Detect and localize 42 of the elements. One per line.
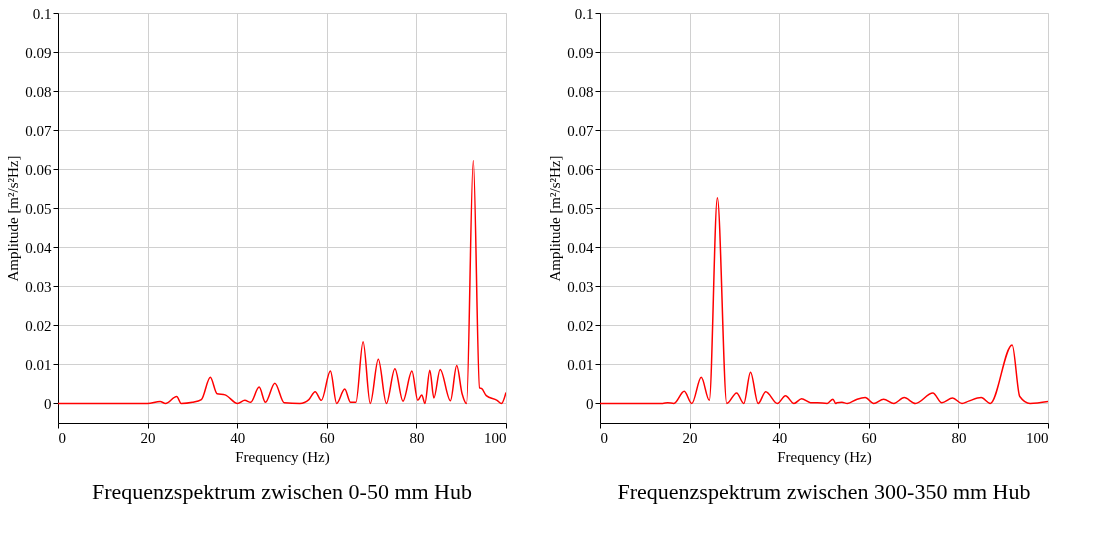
x-tick-label: 20 [140,429,156,446]
y-tick-label: 0.04 [25,239,52,256]
line-series [58,159,506,405]
y-tick-label: 0.07 [567,122,594,139]
x-tick-label: 20 [682,429,698,446]
y-tick-label: 0.08 [25,83,52,100]
y-axis-title: Amplitude [m²/s²Hz] [547,155,564,282]
text: Frequenzspektrum zwischen 300-350 mm Hub [617,479,1031,504]
x-tick-label: 0 [600,429,608,446]
y-tick-label: 0.06 [25,161,52,178]
x-tick-label: 60 [861,429,877,446]
x-tick-label: 40 [230,429,246,446]
x-tick-label: 0 [58,429,66,446]
y-tick-label: 0.05 [25,200,52,217]
x-tick-label: 60 [319,429,335,446]
y-tick-label: 0.02 [25,317,52,334]
x-tick-label: 80 [951,429,967,446]
y-tick-label: 0.02 [567,317,594,334]
text: Frequenzspektrum zwischen 0-50 mm Hub [91,479,473,504]
y-tick-label: 0.03 [25,278,52,295]
x-tick-label: 100 [1026,429,1049,446]
y-tick-label: 0.05 [567,200,594,217]
x-tick-label: 80 [409,429,425,446]
x-axis-title: Frequency (Hz) [777,448,872,466]
y-tick-label: 0.09 [25,44,52,61]
y-tick-label: 0.1 [574,5,594,22]
y-tick-label: 0.1 [32,5,52,22]
y-tick-label: 0.04 [567,239,594,256]
x-tick-label: 40 [772,429,788,446]
x-axis-title: Frequency (Hz) [235,448,330,466]
x-tick-label: 100 [484,429,507,446]
y-tick-label: 0.08 [567,83,594,100]
y-tick-label: 0.01 [25,356,52,373]
y-tick-label: 0.09 [567,44,594,61]
y-tick-label: 0 [586,395,594,412]
y-tick-label: 0.03 [567,278,594,295]
y-tick-label: 0.01 [567,356,594,373]
y-tick-label: 0 [44,395,52,412]
y-tick-label: 0.07 [25,122,52,139]
y-axis-title: Amplitude [m²/s²Hz] [5,155,22,282]
y-tick-label: 0.06 [567,161,594,178]
line-series [600,196,1048,405]
